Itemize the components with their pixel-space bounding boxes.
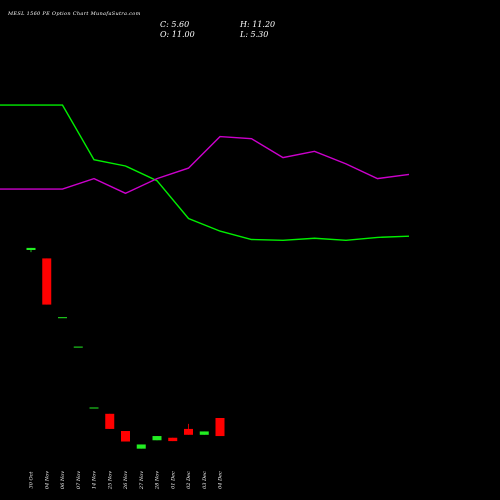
candle-28-nov: [152, 436, 162, 441]
x-tick-label: 02 Dec: [186, 471, 192, 489]
indicator-lines: [0, 104, 410, 242]
candle-25-nov: [105, 413, 115, 429]
x-tick-label: 25 Nov: [107, 471, 113, 490]
candle-body: [26, 247, 36, 250]
x-tick-label: 04 Nov: [44, 471, 50, 489]
candle-body: [121, 431, 130, 442]
x-tick-label: 07 Nov: [76, 471, 82, 489]
candle-body: [73, 346, 83, 348]
candle-body: [42, 258, 52, 305]
candle-body: [89, 407, 99, 409]
candle-04-nov: [42, 258, 52, 305]
high-value: H: 11.20: [240, 20, 276, 29]
candle-body: [152, 436, 162, 441]
candle-07-nov: [73, 346, 83, 348]
candle-14-nov: [89, 407, 99, 409]
candle-body: [184, 428, 193, 435]
candle-body: [168, 437, 178, 442]
low-value: L: 5.30: [240, 30, 269, 39]
candle-27-nov: [136, 444, 146, 449]
candle-body: [58, 317, 67, 319]
x-tick-label: 01 Dec: [170, 471, 176, 489]
x-tick-label: 27 Nov: [139, 471, 145, 490]
candles: [26, 247, 225, 449]
x-tick-label: 06 Nov: [60, 471, 66, 489]
candle-03-dec: [199, 431, 209, 435]
candle-body: [215, 418, 225, 437]
series-line-2: [0, 135, 410, 195]
x-tick-label: 30 Oct: [29, 471, 35, 489]
candle-body: [136, 444, 146, 449]
x-tick-label: 04 Dec: [218, 471, 224, 489]
series-line-1: [0, 104, 410, 242]
open-value: O: 11.00: [160, 30, 195, 39]
candle-body: [199, 431, 209, 435]
chart-title: MESL 1560 PE Option Chart MunafaSutra.co…: [8, 11, 141, 17]
candle-01-dec: [168, 437, 178, 442]
candle-02-dec: [184, 423, 193, 435]
close-value: C: 5.60: [160, 20, 190, 29]
candle-26-nov: [121, 431, 130, 442]
x-tick-label: 28 Nov: [155, 471, 161, 490]
x-tick-label: 26 Nov: [123, 471, 129, 490]
x-tick-labels: 30 Oct 04 Nov 06 Nov 07 Nov 14 Nov 25 Nov 26 N…: [29, 471, 224, 490]
candle-06-nov: [58, 317, 67, 319]
candle-body: [105, 413, 115, 429]
x-tick-label: 03 Dec: [202, 471, 208, 489]
candle-04-dec: [215, 418, 225, 437]
candle-30-oct: [26, 247, 36, 253]
x-tick-label: 14 Nov: [92, 471, 98, 489]
